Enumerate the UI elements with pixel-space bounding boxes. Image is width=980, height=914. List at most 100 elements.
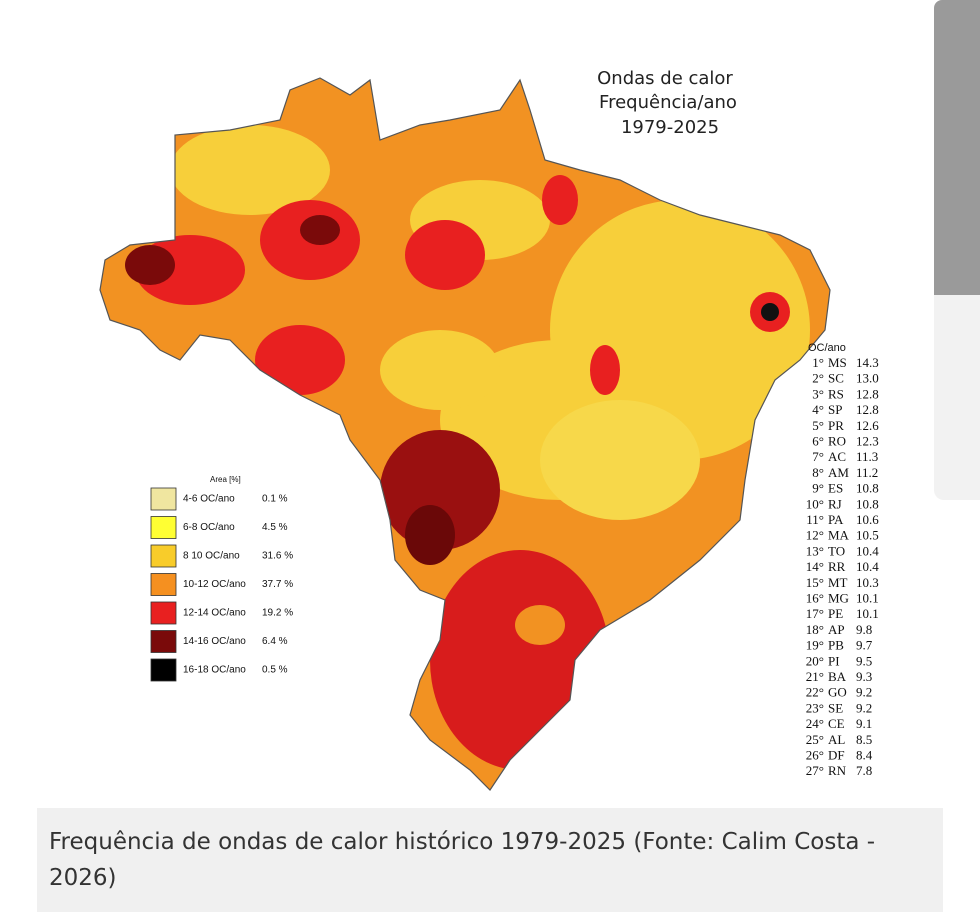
rank-value: 10.1	[856, 606, 879, 621]
rank-value: 10.4	[856, 559, 879, 574]
rank-value: 11.3	[856, 449, 878, 464]
legend: 4-6 OC/ano 0.1 % 6-8 OC/ano 4.5 % 8 10 OC/an…	[150, 487, 293, 682]
rank-state: RR	[828, 559, 846, 574]
legend-label: 14-16 OC/ano	[183, 636, 246, 647]
rank-value: 9.2	[856, 700, 872, 715]
rank-position: 21°	[806, 669, 824, 684]
rank-position: 6°	[812, 433, 824, 448]
rank-position: 23°	[806, 700, 824, 715]
legend-swatch	[150, 544, 177, 568]
legend-swatch	[150, 601, 177, 625]
rank-position: 14°	[806, 559, 824, 574]
rank-value: 12.3	[856, 433, 879, 448]
rank-position: 7°	[812, 449, 824, 464]
rank-value: 10.1	[856, 590, 879, 605]
map-fill	[100, 78, 830, 790]
legend-share: 4.5 %	[262, 522, 288, 533]
map: Ondas de calor Frequência/ano 1979-2025 …	[99, 68, 879, 791]
rank-position: 25°	[806, 732, 824, 747]
map-title: 1979-2025	[621, 117, 719, 138]
rank-position: 10°	[806, 496, 824, 511]
legend-swatch	[150, 630, 177, 653]
rank-value: 12.6	[856, 418, 879, 433]
rank-position: 9°	[812, 481, 824, 496]
map-title: Ondas de calor	[597, 68, 733, 89]
legend-swatch	[150, 658, 177, 682]
legend-share: 37.7 %	[262, 579, 293, 590]
rank-position: 22°	[806, 685, 824, 700]
rank-value: 7.8	[856, 763, 872, 778]
side-panel	[934, 295, 980, 500]
rank-state: RJ	[828, 496, 842, 511]
rank-position: 1°	[812, 355, 824, 370]
rank-value: 10.3	[856, 575, 879, 590]
rank-position: 15°	[806, 575, 824, 590]
rank-value: 12.8	[856, 402, 879, 417]
rank-value: 11.2	[856, 465, 878, 480]
rank-position: 26°	[806, 747, 824, 762]
rank-position: 18°	[806, 622, 824, 637]
rank-state: TO	[828, 543, 845, 558]
rank-value: 10.8	[856, 496, 879, 511]
rank-value: 8.5	[856, 732, 872, 747]
rank-position: 16°	[806, 590, 824, 605]
rank-value: 9.7	[856, 638, 873, 653]
rank-state: BA	[828, 669, 847, 684]
rank-position: 5°	[812, 418, 824, 433]
ranking-title: OC/ano	[808, 342, 846, 354]
rank-state: RN	[828, 763, 847, 778]
rank-state: ES	[828, 481, 843, 496]
rank-state: AC	[828, 449, 846, 464]
rank-value: 9.1	[856, 716, 872, 731]
legend-swatch	[150, 516, 177, 539]
rank-state: CE	[828, 716, 845, 731]
legend-label: 12-14 OC/ano	[183, 608, 246, 619]
rank-state: AM	[828, 465, 849, 480]
legend-label: 6-8 OC/ano	[183, 522, 235, 533]
rank-state: AL	[828, 732, 845, 747]
map-title: Frequência/ano	[599, 92, 737, 113]
rank-state: SC	[828, 371, 844, 386]
rank-state: DF	[828, 747, 845, 762]
legend-share: 0.5 %	[262, 665, 288, 676]
rank-value: 10.4	[856, 543, 879, 558]
legend-label: 10-12 OC/ano	[183, 579, 246, 590]
rank-value: 9.8	[856, 622, 872, 637]
rank-state: PR	[828, 418, 844, 433]
legend-label: 8 10 OC/ano	[183, 551, 240, 562]
legend-label: 16-18 OC/ano	[183, 665, 246, 676]
legend-swatch	[150, 573, 177, 596]
rank-state: PA	[828, 512, 844, 527]
rank-value: 9.5	[856, 653, 872, 668]
scroll-panel	[934, 0, 980, 295]
rank-position: 4°	[812, 402, 824, 417]
caption: Frequência de ondas de calor histórico 1…	[37, 808, 943, 912]
rank-state: PB	[828, 638, 844, 653]
rank-state: SE	[828, 700, 843, 715]
rank-state: PE	[828, 606, 843, 621]
rank-position: 2°	[812, 371, 824, 386]
rank-state: GO	[828, 685, 847, 700]
rank-value: 10.8	[856, 481, 879, 496]
legend-share: 31.6 %	[262, 551, 293, 562]
legend-title: Area [%]	[210, 475, 241, 484]
rank-state: MG	[828, 590, 849, 605]
ranking: 1° MS 14.3 2° SC 13.0 3° RS 12.8 4° SP 12.8 5° PR 12.6…	[806, 355, 879, 778]
rank-position: 27°	[806, 763, 824, 778]
rank-position: 12°	[806, 528, 824, 543]
legend-share: 6.4 %	[262, 636, 288, 647]
rank-state: RS	[828, 386, 844, 401]
rank-value: 12.8	[856, 386, 879, 401]
rank-position: 11°	[806, 512, 824, 527]
rank-position: 17°	[806, 606, 824, 621]
rank-value: 10.5	[856, 528, 879, 543]
rank-position: 19°	[806, 638, 824, 653]
legend-share: 19.2 %	[262, 608, 293, 619]
legend-swatch	[150, 487, 177, 511]
legend-share: 0.1 %	[262, 494, 288, 505]
rank-position: 3°	[812, 386, 824, 401]
rank-value: 9.2	[856, 685, 872, 700]
rank-position: 13°	[806, 543, 824, 558]
rank-position: 8°	[812, 465, 824, 480]
